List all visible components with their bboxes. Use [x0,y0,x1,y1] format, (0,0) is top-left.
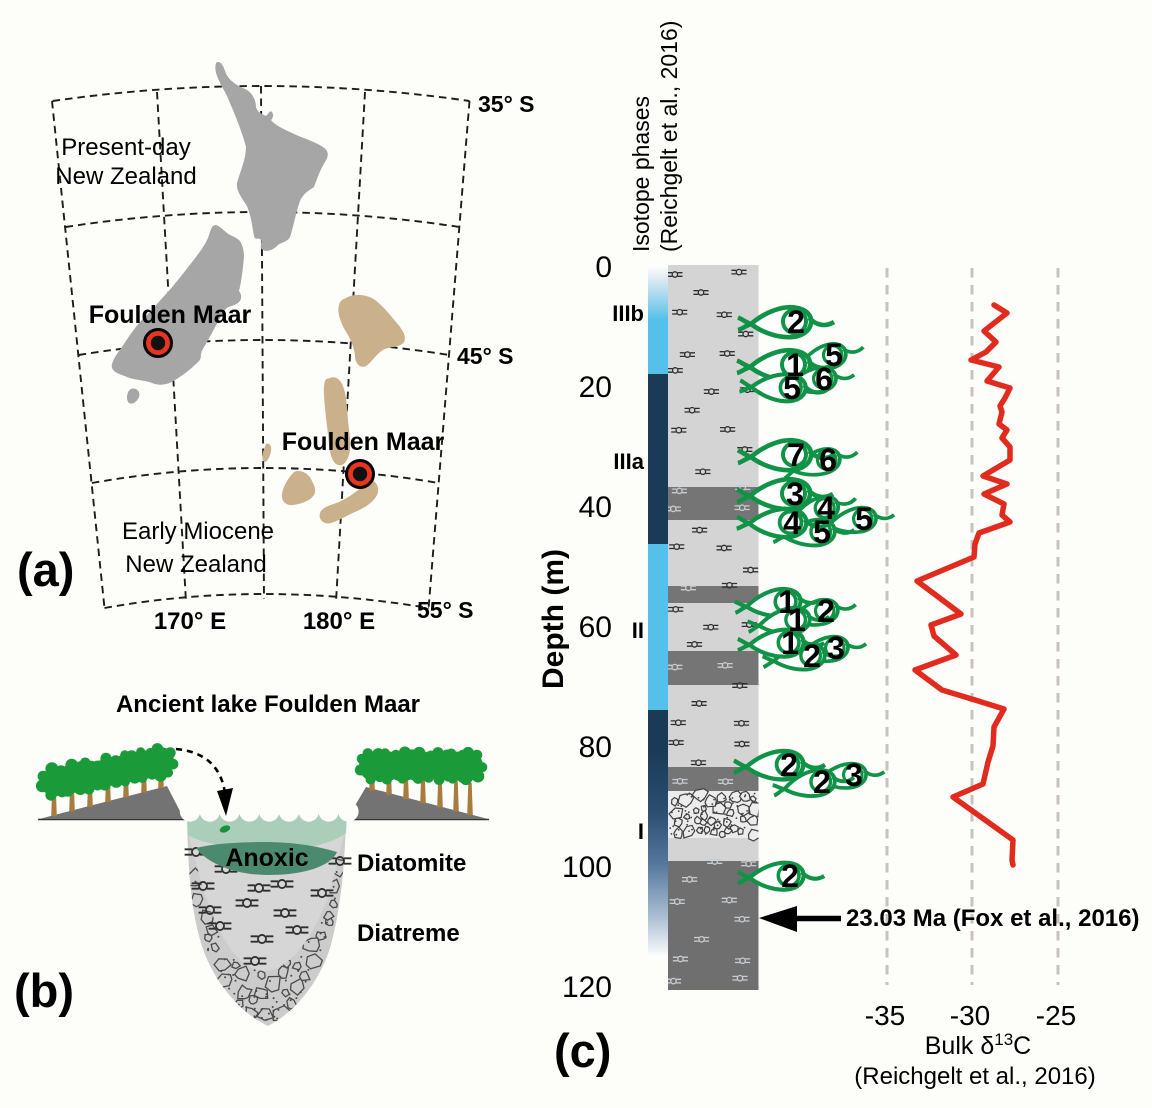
svg-text:6: 6 [819,442,837,478]
svg-text:(Reichgelt et al., 2016): (Reichgelt et al., 2016) [854,1063,1095,1090]
svg-text:New Zealand: New Zealand [55,163,196,190]
svg-text:5: 5 [855,501,873,537]
svg-text:-35: -35 [865,1000,905,1031]
svg-text:(c): (c) [554,1024,611,1077]
svg-text:I: I [638,819,644,844]
svg-text:23.03 Ma (Fox et al., 2016): 23.03 Ma (Fox et al., 2016) [846,905,1139,932]
svg-text:3: 3 [827,630,845,666]
svg-text:1: 1 [781,625,799,661]
svg-text:5: 5 [783,370,801,406]
svg-text:170° E: 170° E [154,608,226,635]
svg-text:Foulden Maar: Foulden Maar [282,428,445,456]
svg-text:(b): (b) [14,964,74,1017]
svg-text:20: 20 [579,371,612,404]
svg-text:IIIa: IIIa [613,449,644,474]
svg-text:IIIb: IIIb [612,301,644,326]
svg-text:Present-day: Present-day [61,134,190,161]
svg-text:4: 4 [783,505,801,541]
svg-text:Ancient lake Foulden Maar: Ancient lake Foulden Maar [116,691,420,718]
svg-text:Bulk δ13C: Bulk δ13C [925,1030,1031,1060]
svg-text:(a): (a) [17,543,74,596]
svg-text:2: 2 [781,858,799,894]
svg-text:New Zealand: New Zealand [125,551,266,578]
svg-text:55° S: 55° S [417,597,474,623]
svg-text:2: 2 [817,593,835,629]
svg-text:120: 120 [562,971,612,1004]
svg-text:Anoxic: Anoxic [225,844,308,872]
svg-text:2: 2 [803,638,821,674]
svg-text:6: 6 [815,361,833,397]
svg-text:100: 100 [562,851,612,884]
svg-text:0: 0 [595,251,612,284]
svg-text:2: 2 [780,747,798,783]
svg-text:2: 2 [787,304,805,340]
svg-text:-25: -25 [1036,1000,1076,1031]
svg-text:1: 1 [788,602,806,638]
svg-text:35° S: 35° S [478,91,535,117]
svg-text:40: 40 [579,491,612,524]
svg-text:Foulden Maar: Foulden Maar [89,301,252,329]
svg-text:Diatreme: Diatreme [357,920,460,947]
svg-text:(Reichgelt et al., 2016): (Reichgelt et al., 2016) [656,21,682,252]
svg-text:1: 1 [786,347,804,383]
svg-text:180° E: 180° E [303,608,375,635]
svg-text:45° S: 45° S [457,343,514,369]
svg-text:7: 7 [787,437,805,473]
svg-text:-30: -30 [950,1000,990,1031]
svg-text:5: 5 [825,337,843,373]
svg-text:2: 2 [813,764,831,800]
svg-text:Diatomite: Diatomite [357,850,466,877]
svg-text:4: 4 [817,490,835,526]
svg-text:3: 3 [845,757,863,793]
svg-text:3: 3 [786,476,804,512]
svg-text:1: 1 [778,584,796,620]
svg-text:Isotope phases: Isotope phases [628,96,654,252]
svg-text:Depth (m): Depth (m) [537,549,570,689]
svg-text:II: II [632,618,644,643]
svg-text:5: 5 [813,514,831,550]
svg-text:60: 60 [579,611,612,644]
svg-text:80: 80 [579,731,612,764]
svg-text:Early Miocene: Early Miocene [122,518,274,545]
